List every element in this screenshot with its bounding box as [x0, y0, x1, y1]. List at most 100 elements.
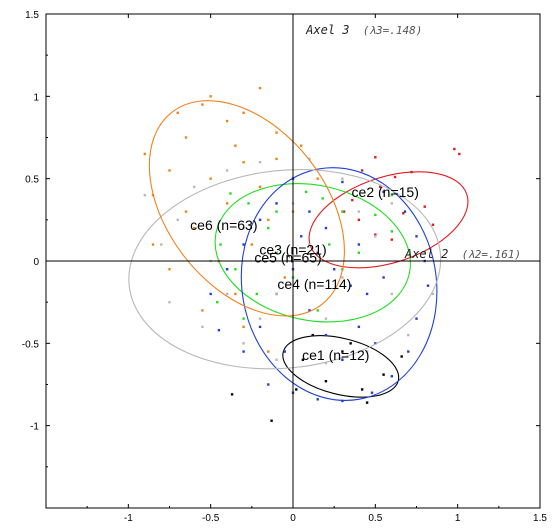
- data-point: [217, 328, 221, 332]
- data-point: [168, 268, 171, 271]
- data-point: [250, 243, 254, 246]
- data-point: [403, 210, 407, 213]
- data-point: [242, 325, 245, 329]
- data-point: [267, 218, 270, 222]
- data-point: [342, 210, 346, 213]
- y-tick-label: -0.5: [22, 339, 40, 350]
- y-axis-title: Axel 3 (λ3=.148): [305, 23, 422, 37]
- cluster-label: ce5 (n=65): [254, 250, 321, 266]
- data-point: [382, 276, 385, 279]
- data-point: [423, 205, 426, 208]
- data-point: [301, 358, 305, 361]
- data-point: [324, 361, 328, 365]
- data-point: [275, 251, 278, 254]
- data-point: [400, 355, 403, 358]
- data-point: [247, 202, 250, 205]
- cluster-ce4: [209, 167, 438, 403]
- data-point: [258, 218, 262, 222]
- data-point: [360, 388, 364, 391]
- data-point: [316, 309, 319, 312]
- data-point: [300, 235, 303, 238]
- data-point: [382, 190, 385, 194]
- data-point: [308, 309, 311, 312]
- data-point: [458, 152, 461, 156]
- data-point: [270, 419, 273, 422]
- y-tick-label: 1: [33, 92, 39, 103]
- data-point: [357, 243, 361, 246]
- data-point: [225, 202, 229, 205]
- data-point: [184, 210, 188, 213]
- data-point: [225, 119, 229, 123]
- data-point: [209, 292, 212, 296]
- data-point: [308, 210, 311, 213]
- data-point: [341, 399, 344, 403]
- data-point: [209, 95, 212, 98]
- data-point: [382, 373, 385, 376]
- data-point: [453, 147, 456, 151]
- data-point: [242, 111, 245, 114]
- confidence-ellipse: [148, 100, 345, 317]
- data-point: [201, 325, 204, 329]
- data-point: [341, 276, 344, 279]
- data-point: [275, 202, 278, 205]
- data-point: [324, 380, 328, 383]
- cluster-label: ce6 (n=63): [190, 217, 257, 233]
- data-point: [176, 111, 179, 114]
- data-point: [374, 342, 377, 345]
- data-point: [415, 235, 418, 238]
- x-tick-label: 0.5: [368, 513, 382, 524]
- data-point: [168, 300, 171, 304]
- data-point: [415, 317, 418, 320]
- cluster-ce1: [230, 333, 403, 422]
- data-point: [341, 177, 344, 180]
- data-point: [193, 226, 196, 230]
- x-tick-label: -1: [124, 513, 133, 524]
- data-point: [357, 218, 361, 222]
- data-point: [283, 350, 286, 353]
- data-point: [316, 398, 319, 401]
- tick-group: -1 -0.5 0 0.5 1 1.5 1.5 1 0.5 0 -0.5 -1: [22, 10, 548, 524]
- data-point: [234, 144, 237, 147]
- confidence-ellipse: [240, 167, 438, 401]
- data-point: [390, 238, 393, 241]
- data-point: [275, 131, 278, 134]
- confidence-ellipse: [128, 169, 442, 370]
- data-point: [370, 391, 374, 394]
- data-point: [283, 276, 286, 279]
- x-axis-name: Axel 2: [404, 247, 448, 261]
- data-point: [311, 333, 314, 337]
- cluster-label: ce2 (n=15): [352, 184, 419, 200]
- data-point: [365, 401, 369, 404]
- data-point: [351, 198, 354, 202]
- data-point: [275, 358, 278, 361]
- data-point: [393, 175, 397, 179]
- data-point: [242, 161, 245, 164]
- data-point: [234, 268, 237, 271]
- data-point: [193, 185, 196, 189]
- data-point: [360, 169, 364, 172]
- data-point: [357, 210, 361, 213]
- data-point: [216, 300, 219, 304]
- data-point: [184, 136, 188, 139]
- data-point: [365, 292, 369, 296]
- cluster-label: ce4 (n=114): [277, 276, 351, 292]
- y-tick-label: -1: [30, 422, 39, 433]
- data-point: [275, 292, 278, 296]
- data-point: [201, 309, 204, 312]
- data-point: [316, 251, 319, 254]
- data-point: [225, 292, 229, 296]
- data-point: [225, 268, 229, 271]
- y-axis-name: Axel 3: [305, 23, 349, 37]
- data-point: [209, 177, 212, 180]
- data-point: [234, 292, 237, 296]
- x-axis-title: Axel 2 (λ2=.161): [404, 247, 521, 261]
- data-point: [390, 193, 393, 197]
- data-point: [341, 358, 344, 361]
- data-point: [242, 226, 245, 230]
- data-point: [390, 230, 393, 233]
- data-point: [201, 103, 204, 106]
- data-point: [357, 251, 361, 254]
- data-point: [267, 226, 270, 230]
- cluster-group: ce1 (n=12)ce2 (n=15)ce3 (n=21)ce4 (n=114…: [128, 86, 469, 422]
